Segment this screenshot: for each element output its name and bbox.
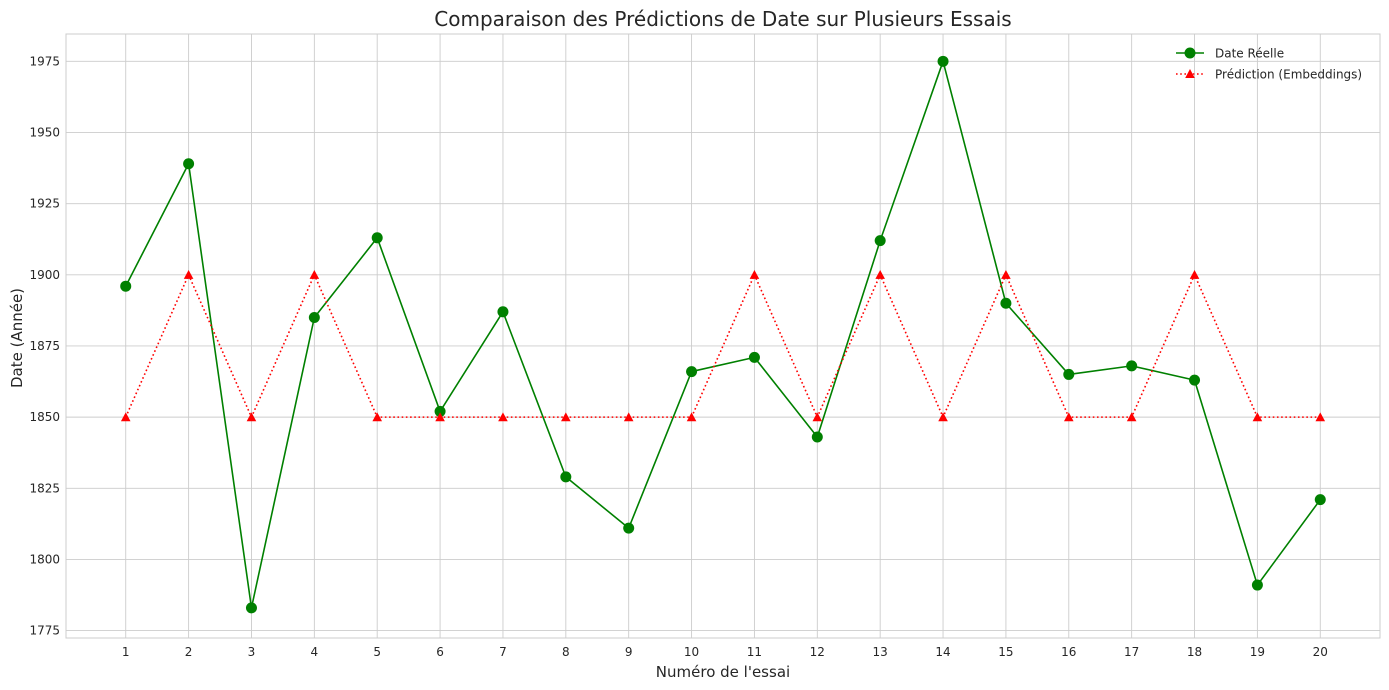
data-point-prediction xyxy=(1126,412,1137,422)
legend: Date Réelle Prédiction (Embeddings) xyxy=(1176,47,1362,82)
x-tick-label: 19 xyxy=(1250,645,1265,659)
legend-entry-actual: Date Réelle xyxy=(1176,47,1284,61)
x-tick-label: 14 xyxy=(935,645,950,659)
data-point-prediction xyxy=(372,412,383,422)
x-tick-label: 8 xyxy=(562,645,570,659)
y-axis-label: Date (Année) xyxy=(8,288,26,388)
y-tick-label: 1950 xyxy=(29,125,60,139)
data-point-actual xyxy=(120,280,132,292)
x-tick-label: 2 xyxy=(185,645,193,659)
data-point-actual xyxy=(1126,360,1138,372)
data-point-prediction xyxy=(561,412,571,422)
x-tick-label: 11 xyxy=(747,645,762,659)
y-tick-label: 1900 xyxy=(29,268,60,282)
data-point-actual xyxy=(748,351,760,363)
legend-entry-prediction: Prédiction (Embeddings) xyxy=(1176,68,1362,82)
y-tick-label: 1975 xyxy=(29,54,60,68)
x-tick-label: 18 xyxy=(1187,645,1202,659)
legend-label-actual: Date Réelle xyxy=(1215,47,1284,61)
series-layer xyxy=(120,55,1326,614)
data-point-actual xyxy=(623,522,635,534)
x-axis-label: Numéro de l'essai xyxy=(656,663,790,681)
x-gridlines xyxy=(125,34,1321,638)
x-tick-label: 12 xyxy=(810,645,825,659)
x-tick-label: 15 xyxy=(998,645,1013,659)
y-tick-label: 1850 xyxy=(29,410,60,424)
y-gridlines xyxy=(66,60,1380,632)
data-point-actual xyxy=(811,431,823,443)
data-point-actual xyxy=(686,366,698,378)
legend-label-prediction: Prédiction (Embeddings) xyxy=(1215,68,1362,82)
data-point-actual xyxy=(1189,374,1201,386)
data-point-actual xyxy=(371,232,383,244)
data-point-actual xyxy=(245,602,257,614)
data-point-prediction xyxy=(1001,270,1011,279)
x-tick-label: 9 xyxy=(625,645,633,659)
x-tick-labels: 1 2 3 4 5 6 7 8 9 10 11 12 13 14 15 16 17 18 19 20 xyxy=(122,645,1328,659)
x-tick-label: 10 xyxy=(684,645,699,659)
x-tick-label: 17 xyxy=(1124,645,1139,659)
series-line-actual xyxy=(125,60,1321,609)
data-point-actual xyxy=(183,158,195,170)
data-point-prediction xyxy=(1315,412,1326,422)
y-tick-label: 1875 xyxy=(29,339,60,353)
data-point-prediction xyxy=(1189,270,1200,279)
x-tick-label: 13 xyxy=(873,645,888,659)
data-point-actual xyxy=(434,405,446,417)
data-point-actual xyxy=(1251,579,1263,591)
legend-marker-prediction xyxy=(1185,69,1195,78)
data-point-actual xyxy=(874,235,886,247)
data-point-actual xyxy=(497,306,509,318)
data-point-actual xyxy=(308,311,320,323)
data-point-prediction xyxy=(1063,412,1074,422)
y-tick-label: 1775 xyxy=(29,624,60,638)
data-point-actual xyxy=(937,55,949,67)
data-point-prediction xyxy=(686,412,697,422)
series-prediction xyxy=(120,270,1326,422)
y-tick-labels: 1775 1800 1825 1850 1875 1900 1925 1950 1975 xyxy=(29,54,60,637)
data-point-actual xyxy=(1314,494,1326,506)
x-tick-label: 6 xyxy=(436,645,444,659)
data-point-prediction xyxy=(183,270,194,279)
x-tick-label: 20 xyxy=(1313,645,1328,659)
series-actual xyxy=(120,55,1326,614)
x-tick-label: 7 xyxy=(499,645,507,659)
chart-title: Comparaison des Prédictions de Date sur … xyxy=(434,7,1011,31)
x-tick-label: 1 xyxy=(122,645,130,659)
data-point-prediction xyxy=(623,412,634,422)
data-point-actual xyxy=(560,471,572,483)
series-line-prediction xyxy=(124,274,1321,418)
data-point-prediction xyxy=(938,412,948,422)
y-tick-label: 1925 xyxy=(29,197,60,211)
data-point-prediction xyxy=(812,412,823,422)
x-tick-label: 3 xyxy=(248,645,256,659)
data-point-prediction xyxy=(749,270,760,279)
data-point-prediction xyxy=(246,412,257,422)
x-tick-label: 5 xyxy=(373,645,381,659)
data-point-prediction xyxy=(875,270,885,279)
x-tick-label: 16 xyxy=(1061,645,1076,659)
data-point-prediction xyxy=(309,270,320,279)
data-point-actual xyxy=(1000,297,1012,309)
y-tick-label: 1825 xyxy=(29,481,60,495)
plot-area-frame xyxy=(65,33,1381,639)
data-point-prediction xyxy=(120,412,131,422)
data-point-actual xyxy=(1063,368,1075,380)
y-tick-label: 1800 xyxy=(29,552,60,566)
data-point-prediction xyxy=(1252,412,1263,422)
legend-marker-actual xyxy=(1184,47,1196,59)
data-point-prediction xyxy=(435,412,445,422)
data-point-prediction xyxy=(498,412,508,422)
x-tick-label: 4 xyxy=(311,645,319,659)
